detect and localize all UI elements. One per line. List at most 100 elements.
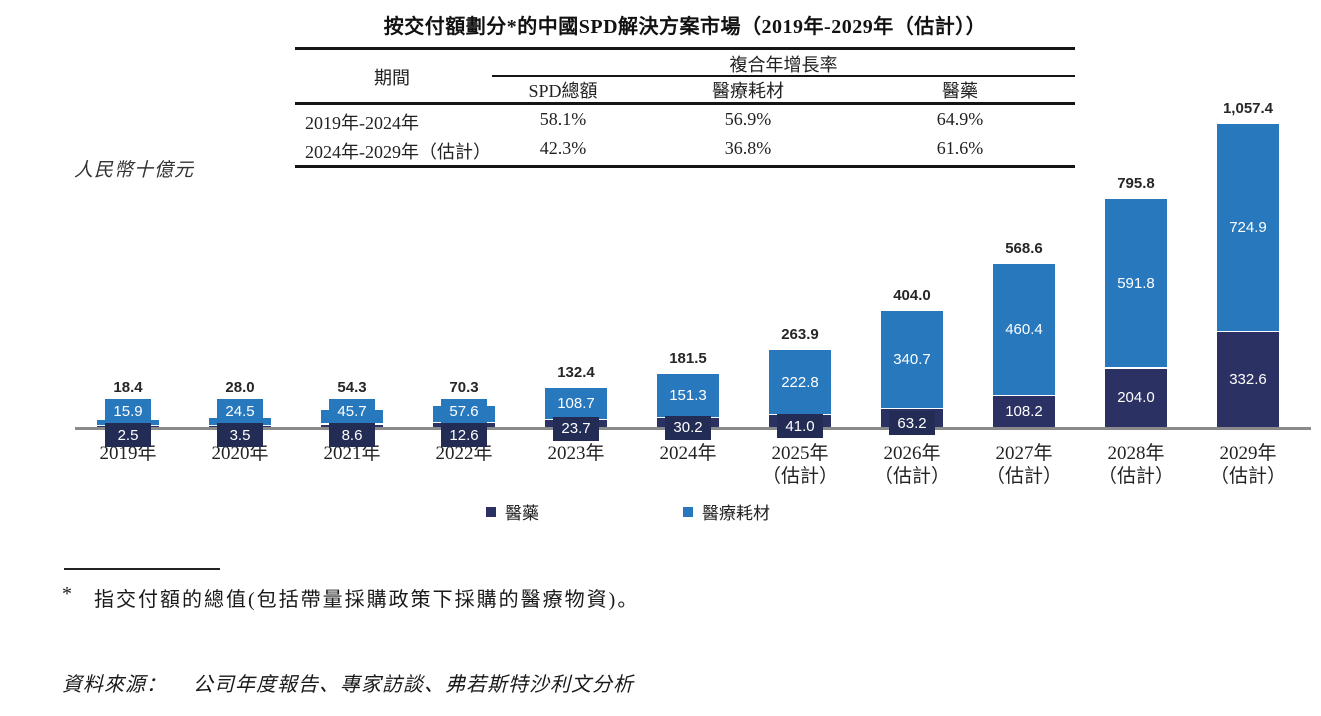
- bar-segment-consumables: [993, 263, 1055, 395]
- footnote-text: 指交付額的總值(包括帶量採購政策下採購的醫療物資)。: [94, 589, 640, 611]
- legend-item-pharma: 醫藥: [486, 499, 539, 524]
- bar-value-chip-consumables: 45.7: [329, 399, 375, 424]
- consumables-swatch-icon: [683, 506, 693, 517]
- bar-value-consumables: 591.8: [1117, 274, 1155, 292]
- bar-value-chip-pharma: 23.7: [553, 416, 599, 441]
- bar-total-label: 404.0: [893, 286, 931, 304]
- table-bottom-border: [295, 165, 1075, 168]
- x-axis-label-line: 2027年: [995, 443, 1053, 464]
- table-header-cagr-group: 複合年增長率: [729, 55, 838, 75]
- bar-segment-consumables: [545, 387, 607, 419]
- bar-value-chip-pharma: 41.0: [777, 414, 823, 439]
- x-axis-label: 2024年: [626, 442, 750, 465]
- x-axis-label: 2029年 （估計）: [1186, 442, 1310, 488]
- legend-item-consumables: 醫療耗材: [683, 499, 770, 524]
- bar-segment-pharma: [1217, 332, 1279, 427]
- bar-value-consumables: 340.7: [893, 350, 931, 368]
- bar-total-label: 263.9: [781, 326, 819, 344]
- table-cell: 36.8%: [724, 138, 772, 158]
- legend-label-pharma: 醫藥: [505, 504, 539, 523]
- bar-segment-consumables: [881, 310, 943, 408]
- bar-value-chip-consumables: 57.6: [441, 399, 487, 424]
- x-axis-label: 2023年: [514, 442, 638, 465]
- table-cell: 42.3%: [539, 138, 587, 158]
- source-text: 公司年度報告、專家訪談、弗若斯特沙利文分析: [193, 674, 634, 696]
- bar-total-label: 1,057.4: [1222, 100, 1274, 118]
- bar-value-chip-pharma: 12.6: [441, 423, 487, 447]
- bar-segment-consumables: [769, 350, 831, 414]
- bar-total-label: 70.3: [449, 379, 479, 396]
- bar-total-label: 54.3: [337, 379, 367, 396]
- legend-label-consumables: 醫療耗材: [702, 504, 770, 523]
- bar-total-label: 568.6: [1005, 239, 1043, 257]
- footnote: * 指交付額的總值(包括帶量採購政策下採購的醫療物資)。: [62, 583, 639, 612]
- bar-total-label: 181.5: [669, 349, 707, 367]
- table-cell: 61.6%: [936, 138, 984, 158]
- x-axis-label-line: 2019年: [99, 443, 157, 464]
- x-axis-label: 2026年 （估計）: [850, 442, 974, 488]
- x-axis-label-line: 2021年: [323, 443, 381, 464]
- x-axis-label: 2021年: [290, 442, 414, 465]
- bar-segment-consumables: [657, 373, 719, 417]
- bar-value-consumables: 108.7: [557, 394, 595, 412]
- bar-value-consumables: 151.3: [669, 386, 707, 404]
- stacked-bar-chart: 15.9 2.5 18.4 24.5 3.5 28.0 45.7 8.6 54.3 57.6 12.…: [75, 100, 1311, 447]
- bar-total-label: 795.8: [1117, 174, 1155, 192]
- bar-value-chip-pharma: 2.5: [105, 423, 151, 447]
- table-column-spd-total: SPD總額: [528, 81, 598, 101]
- bar-value-chip-pharma: 8.6: [329, 423, 375, 447]
- bar-value-chip-pharma: 30.2: [665, 415, 711, 440]
- table-row-period: 2024年-2029年（估計）: [305, 142, 491, 162]
- bar-segment-consumables: [1217, 124, 1279, 331]
- bar-value-chip-consumables: 15.9: [105, 399, 151, 424]
- table-top-border: [295, 47, 1075, 50]
- bar-value-chip-consumables: 24.5: [217, 399, 263, 424]
- table-cell: 64.9%: [936, 109, 984, 129]
- x-axis-label-line: 2020年: [211, 443, 269, 464]
- bar-value-consumables: 460.4: [1005, 320, 1043, 338]
- bar-segment-consumables: [1105, 198, 1167, 368]
- bar-value-pharma: 204.0: [1117, 389, 1155, 407]
- x-axis-label-line: 2025年: [771, 443, 829, 464]
- table-group-underline: [492, 75, 1075, 77]
- x-axis-label: 2025年 （估計）: [738, 442, 862, 488]
- table-column-pharma: 醫藥: [942, 81, 978, 101]
- table-header-period: 期間: [374, 68, 410, 88]
- bar-value-pharma: 332.6: [1229, 371, 1267, 389]
- source-label: 資料來源：: [62, 674, 167, 696]
- bar-total-label: 18.4: [113, 379, 143, 396]
- x-axis-label-line: （估計）: [1209, 466, 1286, 487]
- x-axis-label: 2027年 （估計）: [962, 442, 1086, 488]
- x-axis-label: 2020年: [178, 442, 302, 465]
- x-axis-label-line: 2026年: [883, 443, 941, 464]
- x-axis-label-line: 2028年: [1107, 443, 1165, 464]
- bar-total-label: 132.4: [557, 363, 595, 381]
- bar-value-pharma: 108.2: [1005, 403, 1043, 421]
- x-axis-label-line: （估計）: [873, 466, 950, 487]
- footnote-marker: *: [62, 583, 74, 605]
- x-axis-label-line: 2023年: [547, 443, 605, 464]
- footnote-divider: [64, 568, 220, 570]
- x-axis-label: 2022年: [402, 442, 526, 465]
- bar-value-chip-pharma: 3.5: [217, 423, 263, 447]
- cagr-table: 期間 複合年增長率 SPD總額 醫療耗材 醫藥 2019年-2024年 58.1…: [295, 47, 1075, 169]
- source-line: 資料來源： 公司年度報告、專家訪談、弗若斯特沙利文分析: [62, 668, 634, 697]
- x-axis-label-line: （估計）: [761, 466, 838, 487]
- pharma-swatch-icon: [486, 506, 496, 517]
- x-axis-label-line: 2029年: [1219, 443, 1277, 464]
- table-cell: 58.1%: [539, 109, 587, 129]
- table-cell: 56.9%: [724, 109, 772, 129]
- x-axis-label-line: （估計）: [985, 466, 1062, 487]
- x-axis-label-line: 2022年: [435, 443, 493, 464]
- chart-title: 按交付額劃分*的中國SPD解決方案市場（2019年-2029年（估計））: [383, 16, 987, 38]
- bar-value-chip-pharma: 63.2: [889, 411, 935, 435]
- bar-value-consumables: 724.9: [1229, 219, 1267, 237]
- chart-legend: 醫藥 醫療耗材: [0, 499, 1321, 523]
- x-axis-label-line: 2024年: [659, 443, 717, 464]
- table-column-consumables: 醫療耗材: [712, 81, 784, 101]
- table-header-border: [295, 102, 1075, 105]
- x-axis-label: 2028年 （估計）: [1074, 442, 1198, 488]
- table-row-period: 2019年-2024年: [305, 113, 419, 133]
- bar-segment-pharma: [993, 396, 1055, 427]
